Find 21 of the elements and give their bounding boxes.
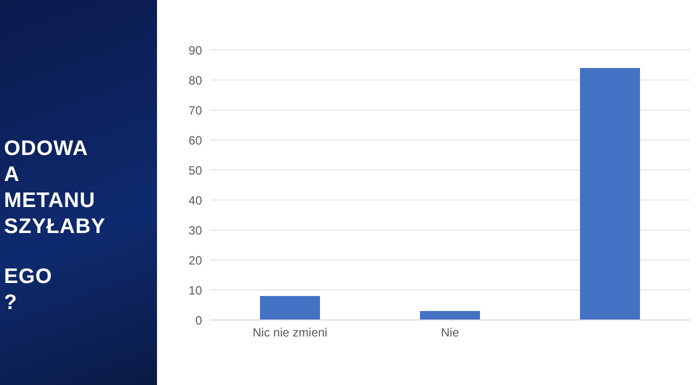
y-tick-label: 20 [188,253,202,268]
y-tick-label: 30 [188,223,202,238]
text: SZYŁABY [4,214,106,240]
y-tick-label: 80 [188,73,202,88]
y-tick-label: 0 [195,313,202,328]
y-tick-label: 10 [188,283,202,298]
text: METANU [4,188,96,214]
x-tick-label: Nic nie zmieni [252,326,328,340]
y-tick-label: 70 [188,103,202,118]
y-tick-label: 50 [188,163,202,178]
bar [580,68,640,320]
bar [260,296,320,320]
y-tick-label: 40 [188,193,202,208]
x-tick-label: Nie [440,326,460,340]
y-tick-label: 90 [188,43,202,58]
text: ? [4,290,18,316]
y-tick-label: 60 [188,133,202,148]
text: ODOWA [4,136,90,162]
bar [420,311,480,320]
text: A [4,162,21,188]
text: EGO [4,264,54,290]
